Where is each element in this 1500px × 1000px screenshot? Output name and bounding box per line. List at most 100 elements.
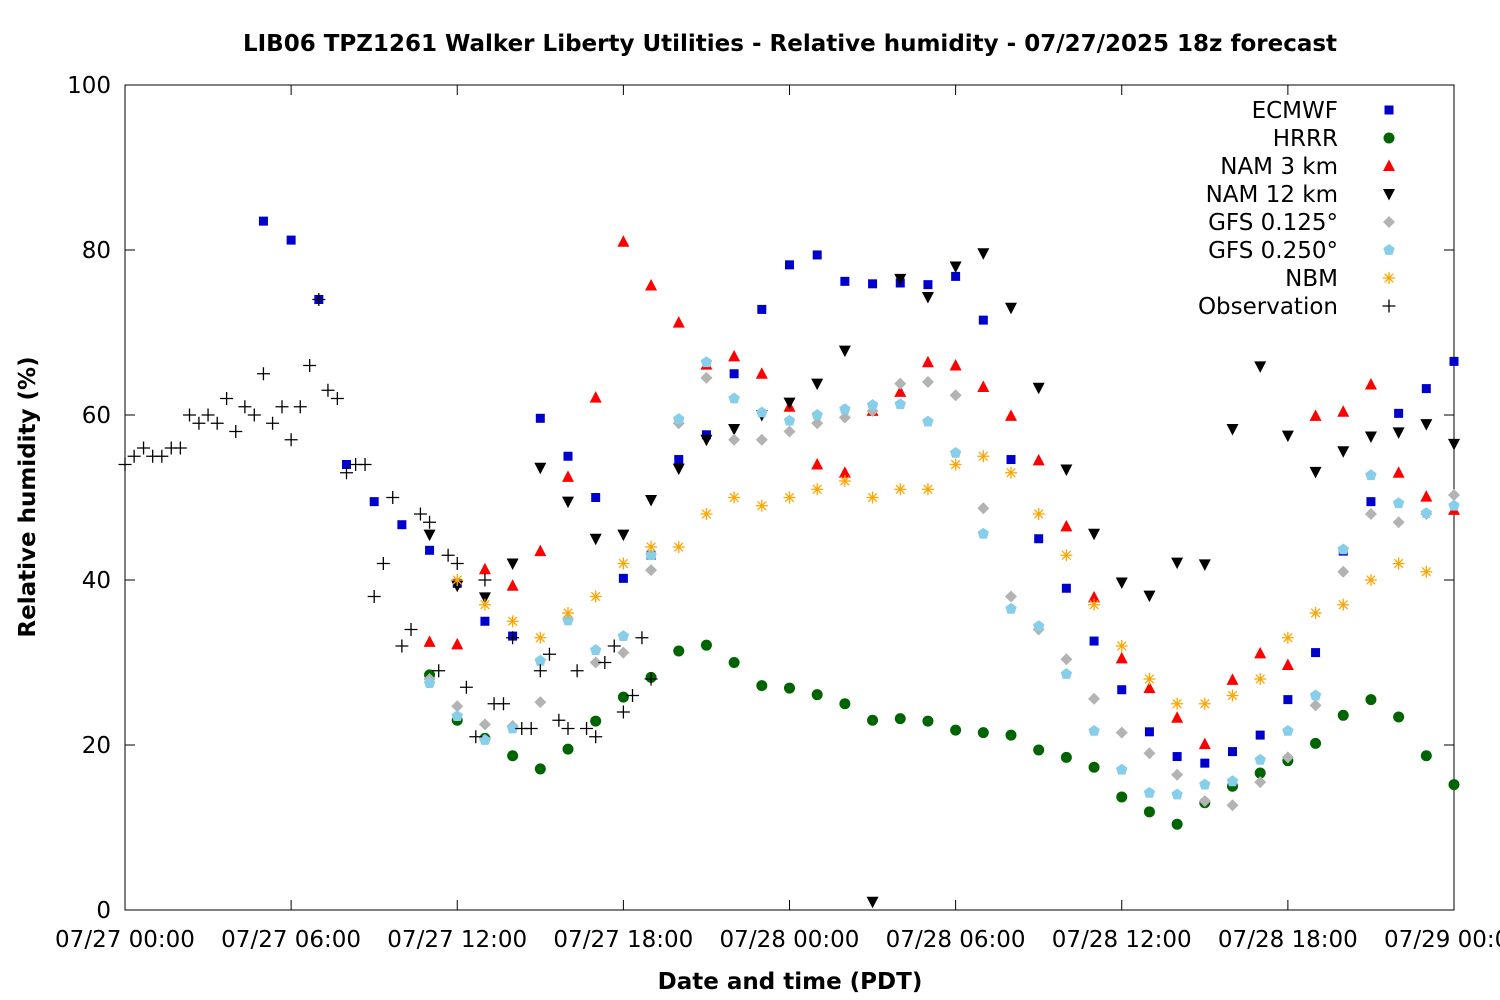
data-point (1171, 711, 1184, 723)
x-tick-label: 07/28 12:00 (1052, 927, 1192, 953)
data-point (1005, 729, 1017, 741)
data-point (1337, 598, 1350, 611)
data-point (840, 276, 850, 286)
series-nam-12-km (423, 248, 1460, 909)
data-point (1060, 653, 1073, 666)
data-point (1199, 778, 1211, 790)
data-point (342, 460, 351, 469)
data-point (1198, 737, 1211, 750)
data-point (1060, 519, 1073, 532)
y-axis: 0 20 40 60 80 100 (67, 73, 1454, 924)
data-point (1034, 534, 1044, 544)
data-point (598, 656, 612, 669)
data-point (155, 449, 169, 463)
data-point (1281, 751, 1294, 764)
data-point (1116, 763, 1128, 775)
data-point (478, 573, 492, 587)
data-point (590, 715, 602, 727)
data-point (561, 722, 575, 735)
data-point (1254, 753, 1266, 765)
data-point (450, 557, 464, 570)
data-point (118, 458, 132, 471)
data-point (617, 235, 630, 247)
data-point (728, 657, 740, 668)
data-point (562, 614, 574, 626)
y-tick-label: 20 (82, 733, 111, 759)
data-point (220, 392, 234, 405)
data-point (839, 403, 851, 415)
data-point (867, 714, 879, 726)
data-point (700, 371, 713, 384)
data-point (618, 573, 628, 583)
x-tick-label: 07/28 18:00 (1218, 927, 1358, 953)
data-point (395, 639, 409, 653)
legend-label: GFS 0.125° (1208, 210, 1338, 236)
x-tick-label: 07/29 00:00 (1384, 927, 1500, 953)
data-point (1005, 602, 1017, 614)
data-point (589, 656, 602, 669)
data-point (921, 483, 934, 496)
data-point (1254, 767, 1266, 779)
data-point (534, 631, 547, 644)
data-point (340, 466, 353, 480)
data-point (1420, 507, 1432, 518)
data-point (1392, 427, 1405, 439)
data-point (1171, 557, 1184, 570)
data-point (1143, 806, 1155, 818)
data-point (950, 724, 962, 736)
data-point (923, 280, 933, 290)
data-point (1392, 497, 1405, 509)
data-point (1198, 795, 1211, 808)
data-point (783, 491, 796, 504)
data-point (1060, 668, 1073, 679)
data-point (1005, 302, 1017, 315)
data-point (1448, 499, 1460, 511)
data-point (838, 475, 851, 487)
data-point (977, 502, 990, 515)
data-point (451, 710, 463, 721)
data-point (1226, 799, 1239, 812)
data-point (303, 359, 317, 372)
data-point (700, 434, 713, 447)
data-point (868, 279, 878, 289)
data-point (1061, 583, 1071, 593)
series-nbm (451, 450, 1433, 710)
data-point (1006, 455, 1016, 465)
data-point (1198, 697, 1211, 710)
data-point (949, 261, 962, 273)
data-point (478, 598, 491, 611)
data-point (673, 645, 685, 657)
data-point (562, 743, 574, 755)
data-point (728, 491, 741, 504)
data-point (589, 730, 603, 744)
data-point (1420, 750, 1432, 762)
data-point (570, 664, 584, 678)
data-point (783, 425, 796, 438)
data-point (1254, 776, 1267, 789)
data-point (1309, 689, 1322, 701)
data-point (1088, 598, 1101, 611)
data-point (591, 493, 601, 502)
data-point (1366, 497, 1376, 507)
data-point (284, 433, 298, 447)
data-point (922, 415, 934, 427)
data-point (589, 533, 602, 546)
data-point (1115, 640, 1128, 652)
data-point (1088, 590, 1101, 603)
data-point (1143, 590, 1156, 603)
data-point (1309, 409, 1322, 421)
data-point (1005, 409, 1017, 421)
data-point (589, 391, 602, 403)
data-point (811, 483, 824, 496)
data-point (756, 680, 768, 692)
data-point (1421, 384, 1431, 394)
data-point (1032, 508, 1045, 520)
data-point (533, 664, 547, 678)
data-point (1392, 466, 1405, 478)
legend-label: NAM 3 km (1220, 154, 1338, 180)
x-axis-label: Date and time (PDT) (658, 969, 923, 995)
data-point (1226, 775, 1239, 787)
data-point (425, 545, 435, 555)
data-point (478, 562, 491, 575)
data-point (321, 383, 335, 397)
